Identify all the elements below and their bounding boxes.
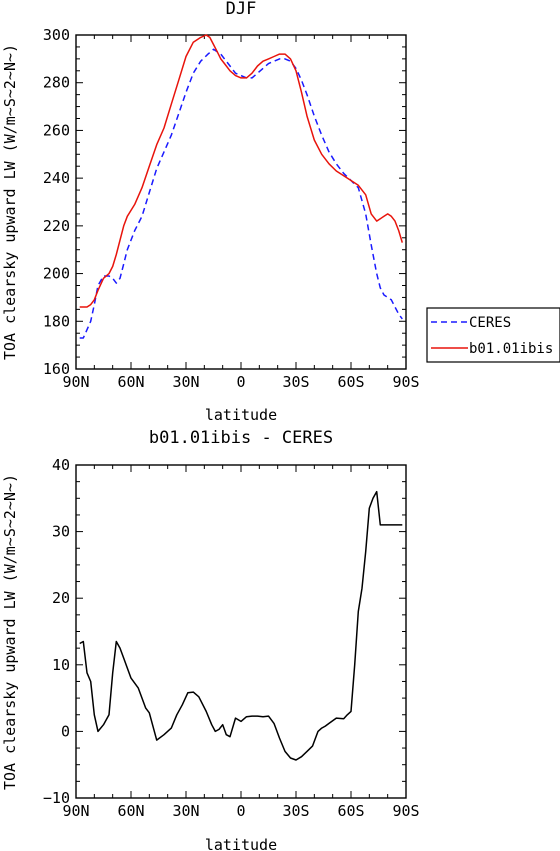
top-axis-tick-labels: 90N 60N 30N 0 30S 60S 90S 160 180 200 220 240 260 280… xyxy=(43,26,420,391)
bottom-y-tick-label: 10 xyxy=(52,656,70,674)
top-y-tick-label: 280 xyxy=(43,74,70,92)
legend-label-b01: b01.01ibis xyxy=(469,341,553,357)
bottom-chart-title: b01.01ibis - CERES xyxy=(149,428,333,448)
top-panel: DJF 90N 60N 30N 0 30S 60S 90S 160 180 200 220 240 26… xyxy=(1,0,420,424)
bottom-x-tick-label: 0 xyxy=(236,802,245,820)
bottom-panel: b01.01ibis - CERES 90N 60N 30N 0 30S 60S 90S −1… xyxy=(1,428,420,851)
bottom-x-tick-label: 90S xyxy=(392,802,419,820)
bottom-x-tick-label: 30S xyxy=(282,802,309,820)
top-chart-title: DJF xyxy=(226,0,257,19)
top-x-tick-label: 60N xyxy=(117,373,144,391)
top-y-tick-label: 300 xyxy=(43,26,70,44)
top-x-tick-label: 90S xyxy=(392,373,419,391)
bottom-series-lines xyxy=(79,490,403,761)
top-series-line-ceres xyxy=(79,48,403,339)
top-x-axis-label: latitude xyxy=(205,406,277,424)
top-x-tick-label: 90N xyxy=(62,373,89,391)
bottom-series-line-diff xyxy=(79,490,403,761)
legend-box xyxy=(426,307,560,363)
bottom-y-axis-label: TOA clearsky upward LW (W/m~S~2~N~) xyxy=(1,474,19,790)
legend: CERES b01.01ibis xyxy=(426,307,560,363)
top-x-tick-label: 0 xyxy=(236,373,245,391)
top-y-tick-label: 220 xyxy=(43,217,70,235)
bottom-x-tick-label: 60S xyxy=(337,802,364,820)
legend-label-ceres: CERES xyxy=(469,315,511,331)
bottom-x-tick-label: 30N xyxy=(172,802,199,820)
top-y-tick-label: 160 xyxy=(43,360,70,378)
top-series-lines xyxy=(79,34,404,339)
top-x-tick-label: 30S xyxy=(282,373,309,391)
bottom-y-tick-label: −10 xyxy=(43,789,70,807)
bottom-axis-tick-labels: 90N 60N 30N 0 30S 60S 90S −10 0 10 20 30 40 xyxy=(43,456,420,820)
top-y-tick-label: 180 xyxy=(43,312,70,330)
top-x-tick-label: 60S xyxy=(337,373,364,391)
top-y-tick-label: 240 xyxy=(43,169,70,187)
top-plot-frame xyxy=(75,34,407,370)
bottom-y-tick-label: 40 xyxy=(52,456,70,474)
bottom-x-axis-label: latitude xyxy=(205,836,277,851)
top-y-axis-label: TOA clearsky upward LW (W/m~S~2~N~) xyxy=(1,44,19,360)
bottom-y-tick-label: 20 xyxy=(52,589,70,607)
top-axis-ticks xyxy=(75,34,407,370)
top-series-line-b01-01ibis xyxy=(79,34,404,308)
top-x-tick-label: 30N xyxy=(172,373,199,391)
top-y-tick-label: 260 xyxy=(43,121,70,139)
bottom-x-tick-label: 90N xyxy=(62,802,89,820)
bottom-y-tick-label: 0 xyxy=(61,722,70,740)
bottom-y-tick-label: 30 xyxy=(52,523,70,541)
bottom-axis-ticks xyxy=(75,464,407,799)
bottom-x-tick-label: 60N xyxy=(117,802,144,820)
top-y-tick-label: 200 xyxy=(43,265,70,283)
